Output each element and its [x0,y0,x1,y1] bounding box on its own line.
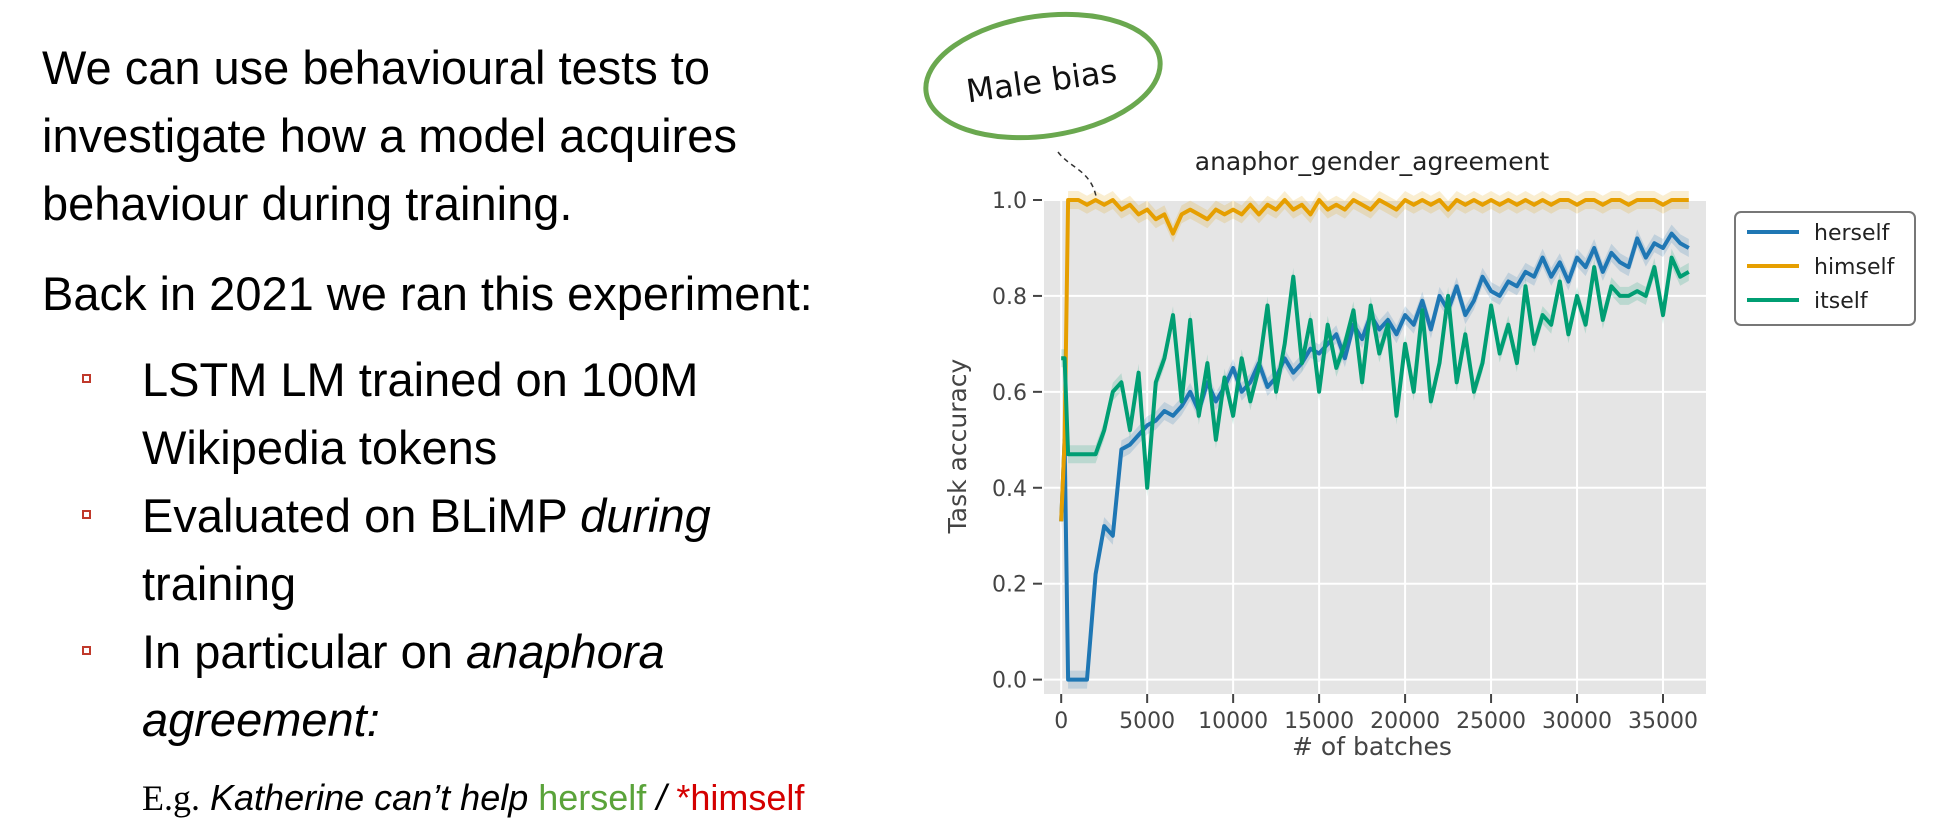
x-tick-label: 25000 [1456,709,1526,734]
bullet-square-icon [82,374,91,383]
legend: herself himself itself [1734,211,1916,326]
callout-ellipse [923,11,1163,141]
legend-label-himself: himself [1814,255,1896,280]
example-eg: E.g. [142,778,200,818]
y-axis-label: Task accuracy [943,358,972,534]
intro-paragraph: We can use behavioural tests to investig… [42,34,922,238]
example-text: Katherine can’t help [210,777,529,818]
legend-label-herself: herself [1814,221,1891,246]
bullet-item: Evaluated on BLiMP during training [42,482,922,618]
intro-line-1: We can use behavioural tests to [42,41,710,94]
bullet-square-icon [82,646,91,655]
y-tick-label: 0.4 [992,477,1027,502]
y-tick-label: 0.2 [992,573,1027,598]
bullet-item: In particular on anaphora agreement: [42,618,922,754]
y-tick-label: 0.8 [992,285,1027,310]
intro-line-3: behaviour during training. [42,177,573,230]
bullet-list: LSTM LM trained on 100M Wikipedia tokens… [42,346,922,754]
y-tick-label: 1.0 [992,189,1027,214]
legend-box [1734,211,1916,326]
callout-pointer [1057,151,1097,197]
bullet-item: LSTM LM trained on 100M Wikipedia tokens [42,346,922,482]
male-bias-callout: Male bias [923,11,1163,197]
confidence-band-herself [1061,224,1689,689]
bullet-2-emphasis: during [580,489,711,542]
example-bad-word: *himself [676,777,805,818]
bullet-2-text: Evaluated on BLiMP [142,489,581,542]
x-tick-label: 10000 [1198,709,1268,734]
experiment-paragraph: Back in 2021 we ran this experiment: [42,267,813,320]
chart-title: anaphor_gender_agreement [1195,147,1550,176]
example-sentence: E.g. Katherine can’t help herself / *him… [142,776,804,820]
x-tick-label: 0 [1054,709,1068,734]
bullet-1-line-1: LSTM LM trained on 100M [142,353,699,406]
legend-label-itself: itself [1814,289,1869,314]
x-tick-label: 30000 [1542,709,1612,734]
x-tick-label: 15000 [1284,709,1354,734]
y-tick-label: 0.0 [992,669,1027,694]
bullet-3-emphasis: anaphora [465,625,665,678]
y-tick-label: 0.6 [992,381,1027,406]
example-good-word: herself [538,777,647,818]
bullet-1-line-2: Wikipedia tokens [142,421,498,474]
x-axis-label: # of batches [1292,732,1452,761]
bullet-2-text-end: training [142,557,297,610]
x-tick-label: 5000 [1119,709,1175,734]
example-slash: / [656,777,667,818]
intro-line-2: investigate how a model acquires [42,109,737,162]
slide-text: We can use behavioural tests to investig… [42,34,922,754]
bullet-square-icon [82,510,91,519]
bullet-3-text: In particular on [142,625,466,678]
x-tick-label: 20000 [1370,709,1440,734]
x-tick-label: 35000 [1628,709,1698,734]
bullet-3-text-end: agreement: [142,693,380,746]
